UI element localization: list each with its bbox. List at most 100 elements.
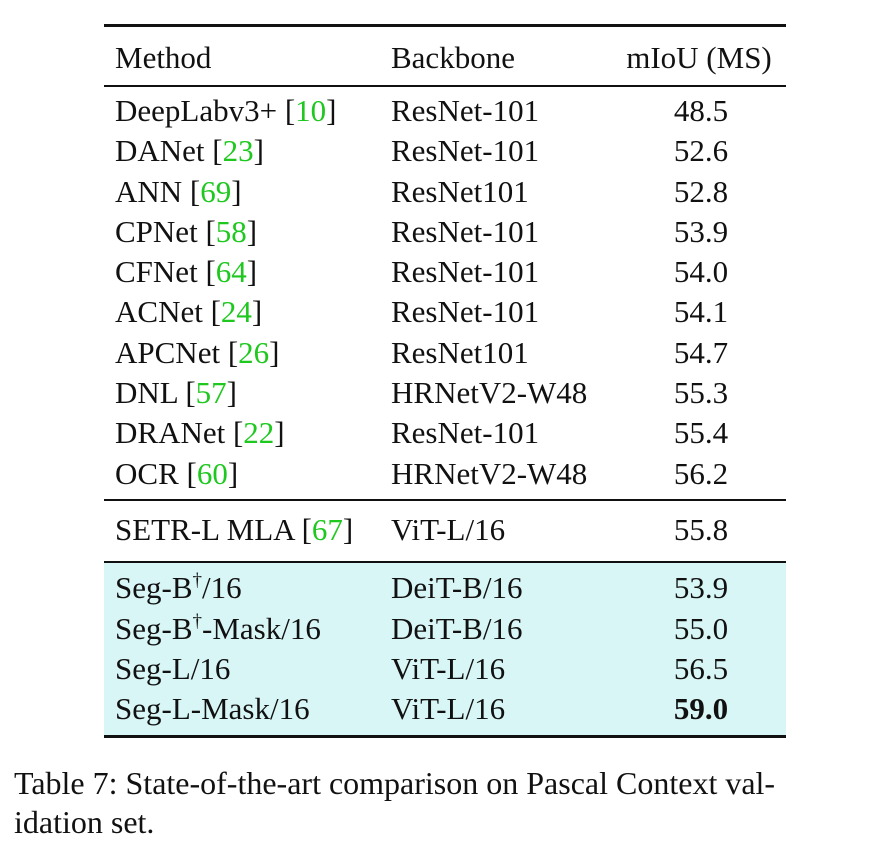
method-name: DNL	[115, 375, 186, 411]
method-name-prefix: Seg-L-Mask/16	[115, 691, 310, 727]
table-row: ACNet [24] ResNet-101 54.1	[104, 292, 786, 332]
backbone-cell: ResNet101	[391, 334, 529, 370]
method-cell: Seg-L-Mask/16	[115, 689, 310, 729]
header-backbone: Backbone	[391, 40, 515, 75]
citation-link[interactable]: 57	[195, 375, 227, 411]
method-cell: APCNet [26]	[115, 334, 280, 370]
method-cell: DANet [23]	[115, 133, 264, 169]
backbone-cell: DeiT-B/16	[391, 610, 523, 646]
method-name: APCNet	[115, 334, 228, 370]
method-cell: Seg-B†/16	[115, 568, 242, 608]
backbone-cell: ResNet-101	[391, 415, 540, 451]
miou-cell: 55.3	[673, 375, 729, 411]
citation-link[interactable]: 58	[215, 213, 247, 249]
backbone-cell: ViT-L/16	[391, 511, 506, 547]
table-row: ANN [69] ResNet101 52.8	[104, 172, 786, 212]
method-cell: DeepLabv3+ [10]	[115, 93, 337, 128]
table-row: Seg-B†-Mask/16 DeiT-B/16 55.0	[104, 609, 786, 649]
method-name-prefix: Seg-B	[115, 570, 193, 606]
citation-link[interactable]: 67	[311, 511, 343, 547]
best-miou-cell: 59.0	[673, 691, 729, 727]
method-cell: DRANet [22]	[115, 415, 285, 451]
citation-link[interactable]: 23	[222, 133, 254, 169]
method-cell: Seg-L/16	[115, 649, 230, 689]
method-cell: CFNet [64]	[115, 254, 258, 290]
citation-link[interactable]: 60	[196, 455, 228, 491]
backbone-cell: ResNet-101	[391, 213, 540, 249]
citation-link[interactable]: 26	[238, 334, 270, 370]
table-row: DANet [23] ResNet-101 52.6	[104, 131, 786, 171]
citation-link[interactable]: 10	[295, 93, 327, 128]
miou-cell: 55.8	[673, 511, 729, 547]
header-miou: mIoU (MS)	[626, 40, 772, 75]
method-name: DRANet	[115, 415, 233, 451]
table-row: CFNet [64] ResNet-101 54.0	[104, 252, 786, 292]
backbone-cell: ResNet101	[391, 173, 529, 209]
backbone-cell: ViT-L/16	[391, 691, 506, 727]
method-name: SETR-L MLA	[115, 511, 302, 547]
method-name-prefix: Seg-B	[115, 610, 193, 646]
method-cell: CPNet [58]	[115, 213, 258, 249]
setr-block: SETR-L MLA [67] ViT-L/16 55.8	[104, 501, 786, 561]
header-rule	[104, 85, 786, 87]
citation-link[interactable]: 24	[220, 294, 252, 330]
method-name-suffix: /16	[202, 570, 242, 606]
table-row: SETR-L MLA [67] ViT-L/16 55.8	[104, 510, 786, 550]
comparison-table: Method Backbone mIoU (MS) DeepLabv3+ [10…	[104, 24, 786, 739]
method-name: CFNet	[115, 254, 206, 290]
citation-link[interactable]: 64	[215, 254, 247, 290]
method-name-prefix: Seg-L/16	[115, 650, 231, 686]
miou-cell: 48.5	[673, 93, 729, 128]
method-name: DeepLabv3+	[115, 93, 285, 128]
ours-block: Seg-B†/16 DeiT-B/16 53.9 Seg-B†-Mask/16 DeiT…	[104, 563, 786, 736]
miou-cell: 54.0	[673, 254, 729, 290]
miou-cell: 56.5	[673, 650, 729, 686]
miou-cell: 53.9	[673, 213, 729, 249]
backbone-cell: ResNet-101	[391, 254, 540, 290]
backbone-cell: DeiT-B/16	[391, 570, 523, 606]
backbone-cell: HRNetV2-W48	[391, 455, 588, 491]
miou-cell: 54.1	[673, 294, 729, 330]
citation-link[interactable]: 69	[200, 173, 232, 209]
backbone-cell: ResNet-101	[391, 294, 540, 330]
dagger-mark: †	[192, 610, 203, 632]
miou-cell: 55.0	[673, 610, 729, 646]
citation-link[interactable]: 22	[243, 415, 275, 451]
method-name: ACNet	[115, 294, 211, 330]
table-row: Seg-B†/16 DeiT-B/16 53.9	[104, 568, 786, 608]
method-name: DANet	[115, 133, 213, 169]
method-cell: SETR-L MLA [67]	[115, 511, 354, 547]
baselines-block: DeepLabv3+ [10] ResNet-101 48.5 DANet [23] R…	[104, 87, 786, 499]
table-top-rule	[104, 24, 786, 27]
caption-line-1: Table 7: State-of-the-art comparison on …	[14, 765, 776, 801]
table-row: DeepLabv3+ [10] ResNet-101 48.5	[104, 91, 786, 131]
miou-cell: 54.7	[673, 334, 729, 370]
backbone-cell: ResNet-101	[391, 93, 540, 128]
miou-cell: 55.4	[673, 415, 729, 451]
backbone-cell: ViT-L/16	[391, 650, 506, 686]
miou-cell: 52.6	[673, 133, 729, 169]
setr-rule	[104, 561, 786, 564]
table-row: Seg-L-Mask/16 ViT-L/16 59.0	[104, 689, 786, 729]
header-method: Method	[115, 40, 212, 75]
table-row: Seg-L/16 ViT-L/16 56.5	[104, 649, 786, 689]
backbone-cell: HRNetV2-W48	[391, 375, 588, 411]
dagger-mark: †	[192, 570, 203, 592]
table-header-row: Method Backbone mIoU (MS)	[104, 27, 786, 85]
table-row: OCR [60] HRNetV2-W48 56.2	[104, 454, 786, 494]
method-name: CPNet	[115, 213, 206, 249]
table-caption: Table 7: State-of-the-art comparison on …	[14, 764, 884, 842]
method-cell: OCR [60]	[115, 455, 239, 491]
method-cell: ANN [69]	[115, 173, 242, 209]
miou-cell: 56.2	[673, 455, 729, 491]
miou-cell: 52.8	[673, 173, 729, 209]
method-name-suffix: -Mask/16	[202, 610, 321, 646]
backbone-cell: ResNet-101	[391, 133, 540, 169]
caption-line-2: idation set.	[14, 804, 155, 840]
baselines-rule	[104, 498, 786, 501]
table-bottom-rule	[104, 735, 786, 739]
table-row: DNL [57] HRNetV2-W48 55.3	[104, 373, 786, 413]
table-row: CPNet [58] ResNet-101 53.9	[104, 212, 786, 252]
method-cell: Seg-B†-Mask/16	[115, 609, 321, 649]
method-name: ANN	[115, 173, 190, 209]
